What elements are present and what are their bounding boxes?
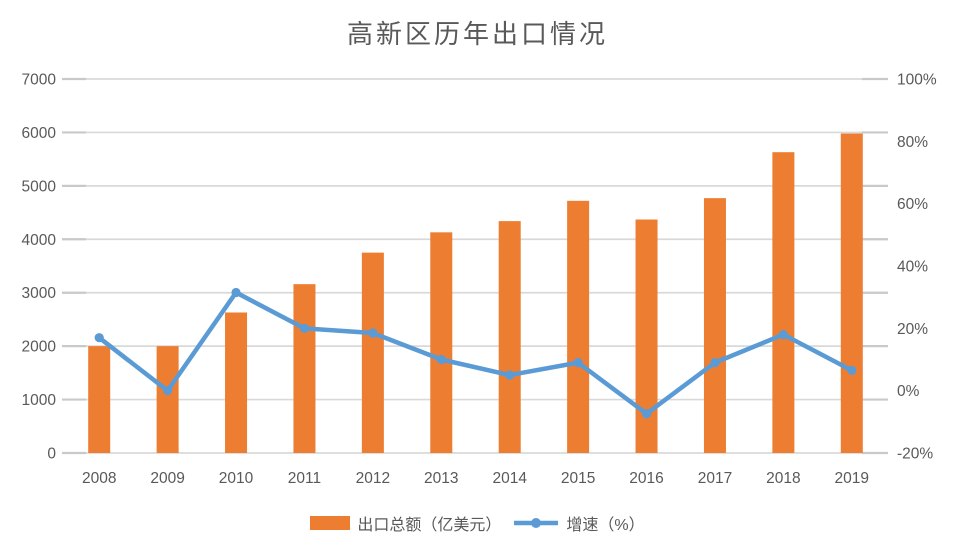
line-marker-2015 xyxy=(573,358,583,368)
bar-2016 xyxy=(635,219,658,453)
line-marker-2013 xyxy=(436,354,446,365)
x-axis-tick-label: 2012 xyxy=(356,470,390,487)
bar-2008 xyxy=(88,346,111,453)
x-axis-tick-label: 2015 xyxy=(561,470,595,487)
line-marker-2019 xyxy=(847,365,857,376)
x-axis-tick-label: 2018 xyxy=(766,470,800,487)
bar-2017 xyxy=(703,198,726,453)
line-marker-2009 xyxy=(163,386,173,396)
right-axis-tick-label: 0% xyxy=(897,383,920,400)
bar-2014 xyxy=(498,221,521,453)
bar-2011 xyxy=(293,284,316,453)
legend-item-exports: 出口总额（亿美元） xyxy=(310,511,501,535)
legend-label-growth: 增速（%） xyxy=(566,517,645,534)
x-axis-tick-label: 2014 xyxy=(492,470,527,487)
left-axis-tick-label: 5000 xyxy=(22,178,57,195)
left-axis-tick-label: 6000 xyxy=(22,125,57,142)
x-axis-tick-label: 2016 xyxy=(629,470,663,487)
left-axis-tick-label: 7000 xyxy=(22,72,57,89)
line-series-swatch-icon xyxy=(514,518,559,528)
bar-2013 xyxy=(430,232,453,453)
left-axis-tick-label: 2000 xyxy=(22,339,57,356)
bar-2012 xyxy=(361,252,384,453)
x-axis-tick-label: 2008 xyxy=(82,470,116,487)
bar-2009 xyxy=(156,346,179,453)
left-axis-tick-label: 4000 xyxy=(22,232,57,249)
line-marker-2008 xyxy=(94,333,104,343)
bar-2019 xyxy=(840,133,863,454)
left-axis-tick-label: 3000 xyxy=(22,285,57,302)
line-marker-2017 xyxy=(710,358,720,368)
x-axis-tick-label: 2009 xyxy=(150,470,184,487)
right-axis-tick-label: 100% xyxy=(897,72,937,89)
chart-title: 高新区历年出口情况 xyxy=(346,20,608,50)
line-marker-2012 xyxy=(368,328,378,338)
right-axis-tick-label: 80% xyxy=(897,134,928,151)
right-axis-tick-label: 20% xyxy=(897,321,928,338)
chart-legend: 出口总额（亿美元） 增速（%） xyxy=(0,508,955,538)
x-axis-tick-label: 2010 xyxy=(219,470,254,487)
x-axis-tick-label: 2017 xyxy=(698,470,732,487)
line-marker-2016 xyxy=(641,409,652,419)
right-axis-tick-label: 60% xyxy=(897,196,928,213)
legend-label-exports: 出口总额（亿美元） xyxy=(357,517,502,534)
line-marker-2014 xyxy=(505,370,515,380)
line-marker-2011 xyxy=(299,323,310,333)
x-axis-tick-label: 2013 xyxy=(424,470,458,487)
bar-series-swatch-icon xyxy=(310,516,351,530)
legend-item-growth: 增速（%） xyxy=(513,511,645,535)
left-axis-tick-label: 0 xyxy=(47,446,56,463)
bar-2015 xyxy=(567,200,590,453)
growth-line xyxy=(96,290,855,416)
right-axis-tick-label: -20% xyxy=(897,446,933,463)
line-marker-2018 xyxy=(778,329,788,340)
line-marker-2010 xyxy=(231,287,241,298)
x-axis-tick-label: 2019 xyxy=(835,470,869,487)
bar-2010 xyxy=(225,312,248,453)
right-axis-tick-label: 40% xyxy=(897,259,928,276)
left-axis-tick-label: 1000 xyxy=(22,392,57,409)
x-axis-tick-label: 2011 xyxy=(288,470,321,487)
bar-2018 xyxy=(772,152,795,453)
